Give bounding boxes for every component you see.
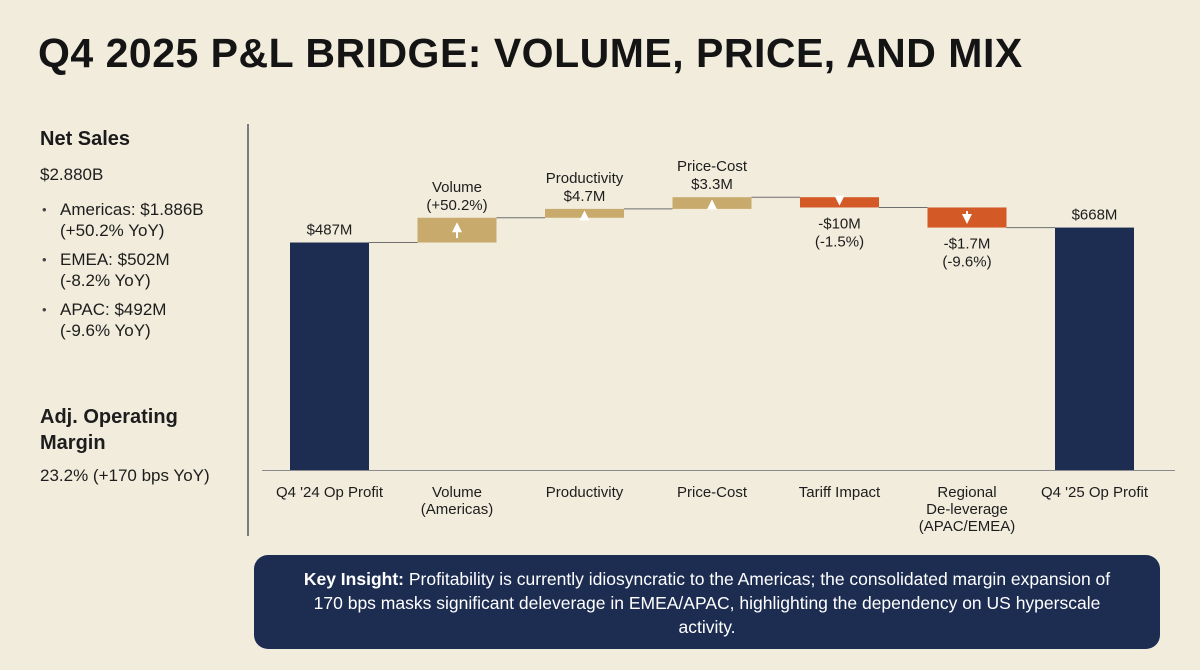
bar-q4-24-op-profit [290, 242, 369, 470]
key-insight-box: Key Insight: Profitability is currently … [254, 555, 1160, 649]
data-label: Volume (+50.2%) [426, 179, 487, 214]
adj-margin-heading-line: Margin [40, 432, 106, 454]
tick-label: Price-Cost [677, 484, 748, 501]
data-label: $668M [1072, 207, 1118, 224]
arrow-head-icon [452, 222, 462, 233]
tick-label: Productivity [546, 484, 624, 501]
net-sales-value: $2.880B [40, 165, 104, 184]
region-sales: EMEA: $502M [60, 250, 170, 269]
tick-label: Regional De-leverage (APAC/EMEA) [919, 484, 1015, 535]
data-label: Price-Cost $3.3M [677, 158, 748, 193]
region-yoy: (+50.2% YoY) [60, 221, 165, 240]
region-sales: APAC: $492M [60, 300, 167, 319]
data-label: -$10M (-1.5%) [815, 215, 864, 250]
adj-margin-value: 23.2% (+170 bps YoY) [40, 466, 210, 485]
page-title: Q4 2025 P&L BRIDGE: VOLUME, PRICE, AND M… [38, 30, 1023, 76]
region-sales: Americas: $1.886B [60, 200, 204, 219]
tick-label: Tariff Impact [799, 484, 881, 501]
key-insight-text: Profitability is currently idiosyncratic… [313, 569, 1111, 637]
adj-margin-heading-line: Adj. Operating [40, 406, 178, 428]
tick-label: Q4 '24 Op Profit [276, 484, 384, 501]
data-label: $487M [307, 222, 353, 239]
region-yoy: (-8.2% YoY) [60, 271, 151, 290]
data-label: Productivity $4.7M [546, 170, 624, 205]
adj-margin-heading: Adj. Operating Margin [40, 404, 240, 456]
bar-q4-25-op-profit [1055, 227, 1134, 470]
region-yoy: (-9.6% YoY) [60, 321, 151, 340]
arrow-head-icon [707, 199, 717, 210]
regional-sales-list: Americas: $1.886B (+50.2% YoY) EMEA: $50… [40, 199, 240, 341]
tick-label: Q4 '25 Op Profit [1041, 484, 1149, 501]
list-item: EMEA: $502M (-8.2% YoY) [40, 249, 240, 291]
tick-label: Volume (Americas) [421, 484, 494, 518]
adj-margin-panel: Adj. Operating Margin 23.2% (+170 bps Yo… [40, 404, 240, 486]
key-insight-label: Key Insight: [303, 569, 404, 589]
net-sales-heading: Net Sales [40, 128, 131, 150]
vertical-divider [247, 124, 249, 536]
data-label: -$1.7M (-9.6%) [942, 236, 991, 271]
arrow-head-icon [962, 213, 972, 224]
arrow-head-icon [579, 210, 590, 221]
list-item: APAC: $492M (-9.6% YoY) [40, 299, 240, 341]
list-item: Americas: $1.886B (+50.2% YoY) [40, 199, 240, 241]
net-sales-panel: Net Sales $2.880B Americas: $1.886B (+50… [40, 128, 240, 349]
arrow-head-icon [834, 195, 845, 206]
